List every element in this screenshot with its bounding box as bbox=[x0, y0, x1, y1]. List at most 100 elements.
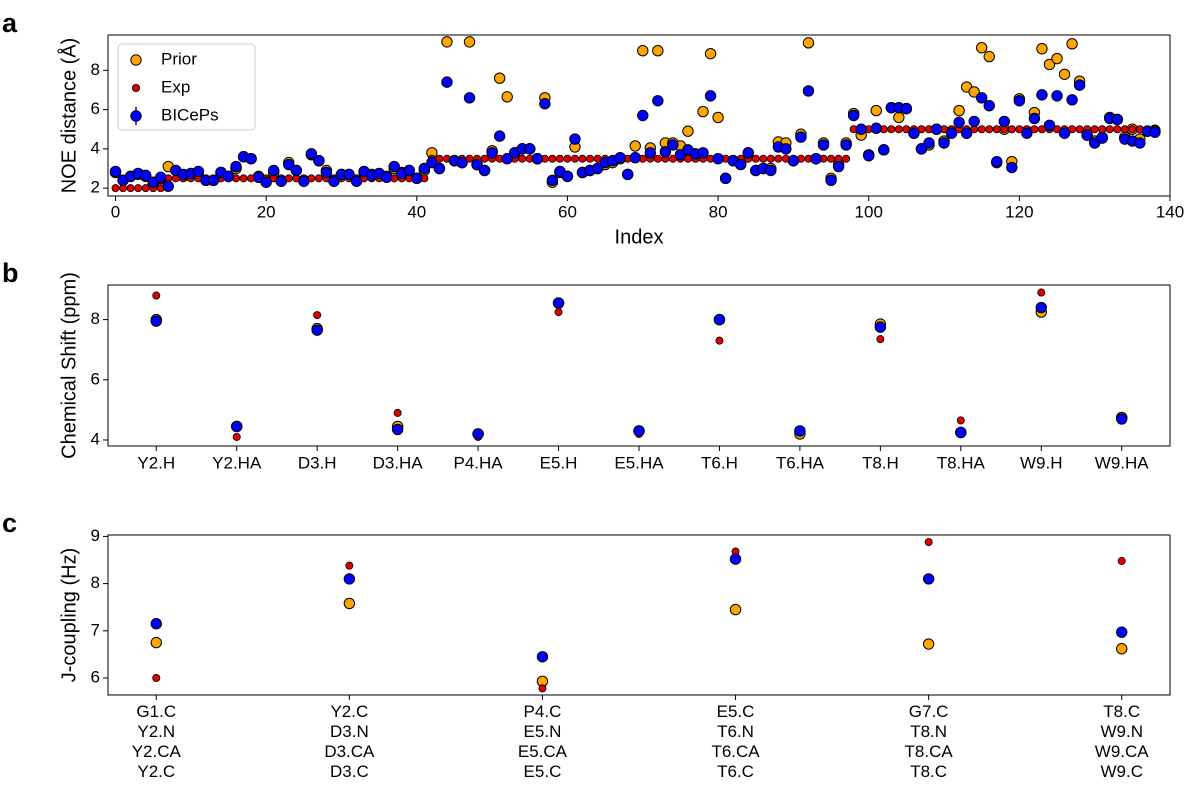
data-point bbox=[908, 127, 920, 139]
data-point bbox=[536, 651, 549, 663]
data-point bbox=[795, 131, 807, 143]
data-point bbox=[231, 420, 243, 433]
data-point bbox=[139, 169, 152, 182]
x-tick-label: T6.HA bbox=[776, 453, 825, 472]
data-point bbox=[1028, 112, 1041, 125]
data-point bbox=[985, 125, 994, 134]
data-point bbox=[924, 538, 933, 547]
data-point bbox=[313, 154, 325, 167]
data-point bbox=[653, 154, 662, 163]
data-point bbox=[887, 125, 896, 134]
data-point bbox=[878, 144, 890, 156]
data-point bbox=[870, 122, 882, 134]
data-point bbox=[1096, 132, 1108, 144]
data-point bbox=[441, 76, 453, 88]
data-point bbox=[134, 184, 143, 193]
x-tick-label: G7.C T8.N T8.CA T8.C bbox=[905, 702, 954, 781]
data-point bbox=[141, 184, 150, 193]
data-point bbox=[230, 160, 242, 173]
data-point bbox=[1075, 125, 1084, 134]
data-point bbox=[1128, 125, 1137, 134]
data-point bbox=[239, 174, 248, 183]
x-tick-label: Y2.HA bbox=[212, 453, 262, 472]
data-point bbox=[561, 170, 574, 183]
data-point bbox=[343, 573, 356, 585]
x-tick-label: Y2.H bbox=[137, 453, 175, 472]
data-point bbox=[637, 109, 649, 122]
legend-label: Prior bbox=[161, 49, 197, 68]
data-point bbox=[953, 116, 965, 129]
y-tick-label: 8 bbox=[91, 309, 100, 328]
y-tick-label: 8 bbox=[91, 573, 100, 592]
data-point bbox=[832, 160, 845, 173]
x-tick-label: T6.H bbox=[701, 453, 738, 472]
x-tick-label: 80 bbox=[709, 202, 728, 221]
data-point bbox=[1043, 58, 1056, 71]
data-point bbox=[842, 154, 851, 163]
data-point bbox=[563, 154, 572, 163]
data-point bbox=[1120, 125, 1129, 134]
data-point bbox=[938, 137, 950, 149]
panel-label: b bbox=[2, 258, 19, 288]
data-point bbox=[614, 152, 626, 164]
data-point bbox=[245, 152, 257, 165]
data-point bbox=[155, 171, 167, 184]
x-tick-label: 60 bbox=[558, 202, 577, 221]
x-tick-label: P4.C E5.N E5.CA E5.C bbox=[518, 702, 568, 781]
data-point bbox=[633, 425, 645, 437]
legend-marker bbox=[130, 54, 142, 66]
data-point bbox=[207, 174, 220, 186]
data-point bbox=[922, 573, 935, 585]
data-point bbox=[426, 156, 438, 169]
data-point bbox=[111, 184, 120, 193]
data-point bbox=[345, 561, 354, 570]
plot-frame bbox=[107, 534, 1171, 696]
data-point bbox=[787, 154, 800, 167]
x-tick-label: E5.C T6.N T6.CA T6.C bbox=[711, 702, 760, 781]
data-point bbox=[953, 104, 965, 117]
data-point bbox=[810, 152, 822, 165]
data-point bbox=[1073, 79, 1086, 91]
data-point bbox=[518, 154, 527, 163]
legend-label: BICePs bbox=[161, 105, 219, 124]
y-tick-label: 6 bbox=[91, 369, 100, 388]
data-point bbox=[991, 155, 1003, 168]
data-point bbox=[1149, 126, 1161, 138]
data-point bbox=[471, 158, 483, 171]
data-point bbox=[960, 127, 973, 139]
data-point bbox=[922, 638, 935, 650]
data-point bbox=[652, 45, 664, 57]
data-point bbox=[501, 152, 513, 165]
data-point bbox=[729, 603, 742, 616]
data-point bbox=[1051, 52, 1063, 65]
legend-marker bbox=[130, 110, 142, 122]
data-point bbox=[704, 90, 717, 102]
x-tick-label: E5.H bbox=[540, 453, 578, 472]
data-point bbox=[275, 175, 287, 187]
plot-frame bbox=[107, 34, 1171, 197]
x-tick-label: D3.H bbox=[298, 453, 337, 472]
data-point bbox=[874, 321, 887, 333]
data-point bbox=[150, 315, 162, 327]
data-point bbox=[493, 72, 506, 84]
data-point bbox=[817, 139, 830, 151]
x-axis-label: Index bbox=[615, 226, 664, 248]
data-point bbox=[152, 291, 161, 300]
data-point bbox=[1081, 129, 1093, 141]
x-tick-label: 0 bbox=[111, 202, 120, 221]
data-point bbox=[486, 147, 498, 159]
data-point bbox=[1134, 137, 1146, 149]
legend-frame bbox=[117, 43, 256, 131]
data-point bbox=[1113, 125, 1122, 134]
data-point bbox=[1116, 626, 1128, 638]
x-tick-label: E5.HA bbox=[614, 453, 664, 472]
data-point bbox=[343, 168, 355, 181]
data-point bbox=[652, 95, 664, 107]
data-point bbox=[320, 166, 333, 179]
data-point bbox=[418, 162, 431, 175]
data-point bbox=[524, 143, 536, 155]
x-tick-label: T8.C W9.N W9.CA W9.C bbox=[1095, 702, 1150, 781]
data-point bbox=[855, 123, 867, 135]
data-point bbox=[719, 172, 732, 185]
